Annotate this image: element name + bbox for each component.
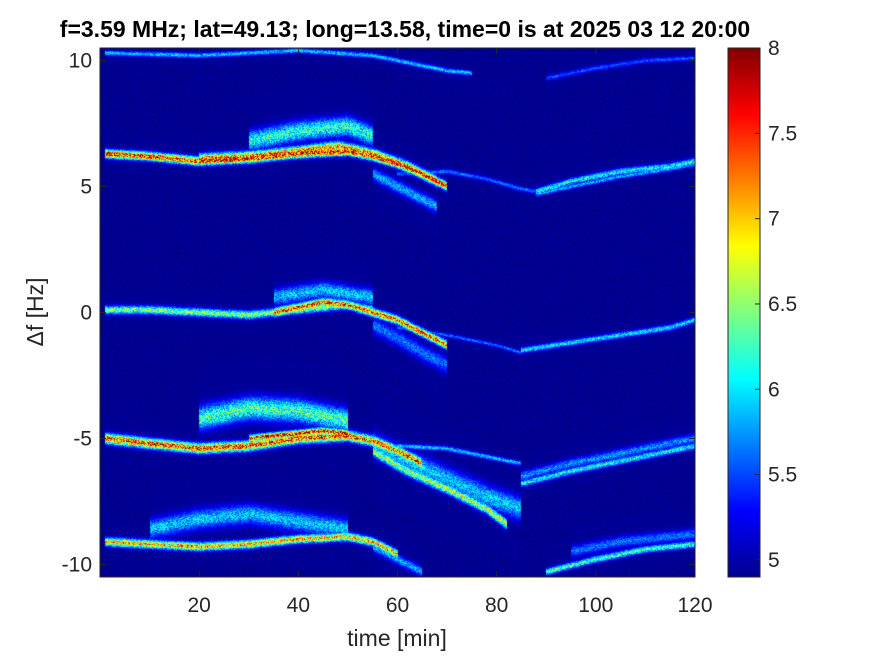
y-axis-label: Δf [Hz] [22, 277, 48, 346]
colorbar-tick-label: 7.5 [768, 122, 797, 145]
y-tick-label: 5 [80, 176, 92, 199]
colorbar-tick-label: 7 [768, 208, 780, 231]
x-tick-label: 40 [287, 594, 310, 617]
colorbar-tick-label: 5 [768, 549, 780, 572]
x-axis-label: time [min] [347, 625, 447, 651]
y-tick-label: -10 [62, 553, 92, 576]
x-tick-label: 20 [187, 594, 210, 617]
x-tick-label: 60 [386, 594, 409, 617]
chart-title: f=3.59 MHz; lat=49.13; long=13.58, time=… [60, 16, 750, 42]
y-ticks: 10 5 0 -5 -10 [62, 50, 695, 576]
y-tick-label: -5 [73, 427, 92, 450]
colorbar-tick-label: 8 [768, 37, 780, 60]
colorbar-tick-label: 6.5 [768, 293, 797, 316]
y-tick-label: 10 [69, 50, 92, 73]
heatmap-area [100, 48, 695, 577]
y-tick-label: 0 [80, 302, 92, 325]
colorbar-ticks: 5 5.5 6 6.5 7 7.5 8 [755, 37, 797, 572]
x-tick-label: 100 [578, 594, 613, 617]
x-ticks: 20 40 60 80 100 120 [187, 48, 713, 617]
colorbar-tick-label: 6 [768, 378, 780, 401]
colorbar [727, 47, 761, 578]
x-tick-label: 120 [677, 594, 712, 617]
spectrogram-canvas [100, 48, 695, 577]
colorbar-tick-label: 5.5 [768, 464, 797, 487]
x-tick-label: 80 [485, 594, 508, 617]
